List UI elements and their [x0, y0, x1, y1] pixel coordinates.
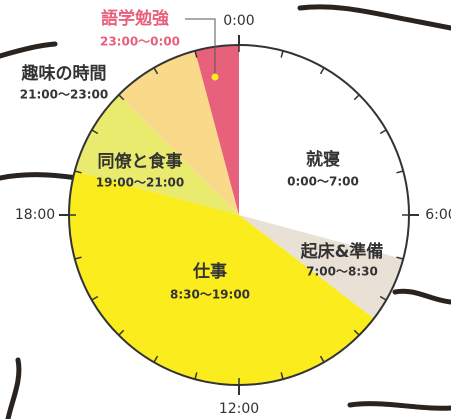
tick-label: 0:00 — [223, 13, 254, 29]
leader-line — [185, 18, 216, 77]
hour-tick — [353, 94, 360, 101]
segment-range: 8:30〜19:00 — [170, 288, 250, 302]
segment-name: 就寝 — [306, 149, 340, 170]
hour-tick — [379, 295, 387, 301]
hour-tick — [118, 329, 125, 336]
hour-tick — [153, 67, 159, 75]
segment-range: 21:00〜23:00 — [20, 88, 108, 102]
tick-label: 18:00 — [15, 207, 55, 223]
hour-tick — [396, 170, 404, 174]
slice — [195, 45, 239, 215]
marker-dot — [211, 73, 219, 81]
hour-tick — [118, 94, 125, 101]
tick-label: 12:00 — [219, 401, 259, 417]
tick-label: 6:00 — [425, 207, 451, 223]
hour-tick — [74, 170, 82, 174]
segment-range: 19:00〜21:00 — [96, 176, 184, 190]
hour-tick — [353, 329, 360, 336]
hour-tick — [153, 355, 159, 363]
hour-tick — [91, 295, 99, 301]
slice — [68, 171, 374, 385]
slice — [239, 45, 410, 259]
hour-tick — [194, 372, 198, 380]
segment-name: 仕事 — [192, 261, 227, 282]
hour-tick — [319, 355, 325, 363]
segment-name: 同僚と食事 — [98, 151, 183, 172]
slice — [118, 50, 239, 216]
hour-tick — [396, 256, 404, 260]
segment-range: 7:00〜8:30 — [306, 265, 378, 279]
segment-name: 起床&準備 — [300, 241, 384, 262]
segment-name: 趣味の時間 — [21, 63, 107, 84]
hour-tick — [319, 67, 325, 75]
hour-tick — [194, 50, 198, 58]
segment-range: 23:00〜0:00 — [100, 35, 180, 49]
segment-name: 語学勉強 — [101, 8, 169, 29]
hour-tick — [91, 129, 99, 135]
slice — [74, 94, 240, 215]
segment-range: 0:00〜7:00 — [287, 175, 359, 189]
slice — [239, 215, 404, 319]
hour-tick — [74, 256, 82, 260]
decoration — [0, 4, 451, 419]
hour-tick — [379, 129, 387, 135]
hour-tick — [280, 50, 284, 58]
hour-tick — [280, 372, 284, 380]
